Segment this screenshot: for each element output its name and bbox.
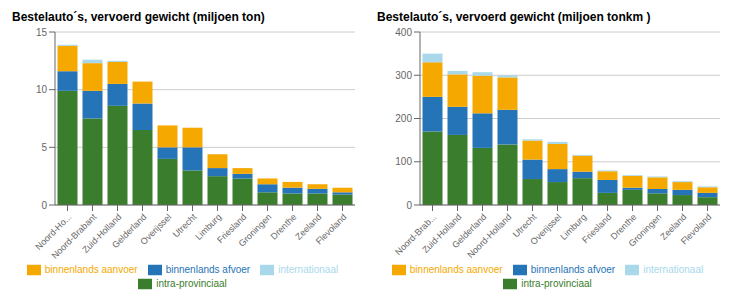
svg-text:0: 0 [406, 200, 412, 211]
svg-text:Overijssel: Overijssel [138, 212, 173, 247]
svg-text:Drenthe: Drenthe [269, 212, 299, 242]
svg-text:Flevoland: Flevoland [314, 212, 349, 247]
svg-text:Zuid-Holland: Zuid-Holland [80, 211, 124, 255]
html-text:Bestelauto´s, vervoerd gewicht: Bestelauto´s, vervoerd gewicht (miljoen … [12, 10, 265, 24]
svg-text:0: 0 [41, 200, 47, 211]
svg-text:Overijssel: Overijssel [528, 212, 563, 247]
html-text:binnenlands aanvoer: binnenlands aanvoer [44, 263, 138, 275]
html-text:intra-provinciaal: intra-provinciaal [156, 277, 227, 289]
svg-text:5: 5 [41, 142, 47, 153]
svg-text:Utrecht: Utrecht [170, 211, 199, 240]
html-text:binnenlands afvoer: binnenlands afvoer [165, 263, 251, 275]
svg-text:Groningen: Groningen [237, 212, 274, 249]
svg-text:Friesland: Friesland [580, 212, 613, 245]
svg-text:Limburg: Limburg [558, 211, 589, 242]
svg-text:Flevoland: Flevoland [679, 212, 714, 247]
svg-text:Utrecht: Utrecht [510, 211, 539, 240]
svg-text:Noord-Brab...: Noord-Brab... [393, 211, 439, 258]
svg-text:10: 10 [36, 84, 48, 95]
svg-text:15: 15 [36, 27, 48, 38]
svg-text:Gelderland: Gelderland [110, 211, 149, 251]
svg-text:Limburg: Limburg [193, 211, 224, 242]
svg-text:300: 300 [395, 70, 412, 81]
html-text:binnenlands afvoer: binnenlands afvoer [530, 263, 616, 275]
svg-text:Groningen: Groningen [627, 212, 664, 249]
html-text:Bestelauto´s, vervoerd gewicht: Bestelauto´s, vervoerd gewicht (miljoen … [377, 10, 651, 24]
svg-text:100: 100 [395, 156, 412, 167]
html-text:binnenlands aanvoer: binnenlands aanvoer [409, 263, 503, 275]
svg-text:Drenthe: Drenthe [608, 211, 639, 242]
svg-text:Zeeland: Zeeland [293, 211, 324, 242]
svg-text:Noord-Holland: Noord-Holland [465, 212, 513, 260]
svg-text:Gelderland: Gelderland [450, 211, 489, 251]
svg-text:Zuid-Holland: Zuid-Holland [420, 211, 464, 255]
html-text:internationaal: internationaal [643, 263, 704, 275]
svg-text:Zeeland: Zeeland [658, 211, 689, 242]
svg-text:200: 200 [395, 113, 412, 124]
html-text:internationaal: internationaal [278, 263, 339, 275]
html-text:intra-provinciaal: intra-provinciaal [521, 277, 592, 289]
svg-text:Noord-Brabant: Noord-Brabant [49, 211, 99, 261]
svg-text:Friesland: Friesland [215, 211, 249, 246]
svg-text:Noord-Ho...: Noord-Ho... [33, 211, 74, 252]
svg-text:400: 400 [395, 27, 412, 38]
